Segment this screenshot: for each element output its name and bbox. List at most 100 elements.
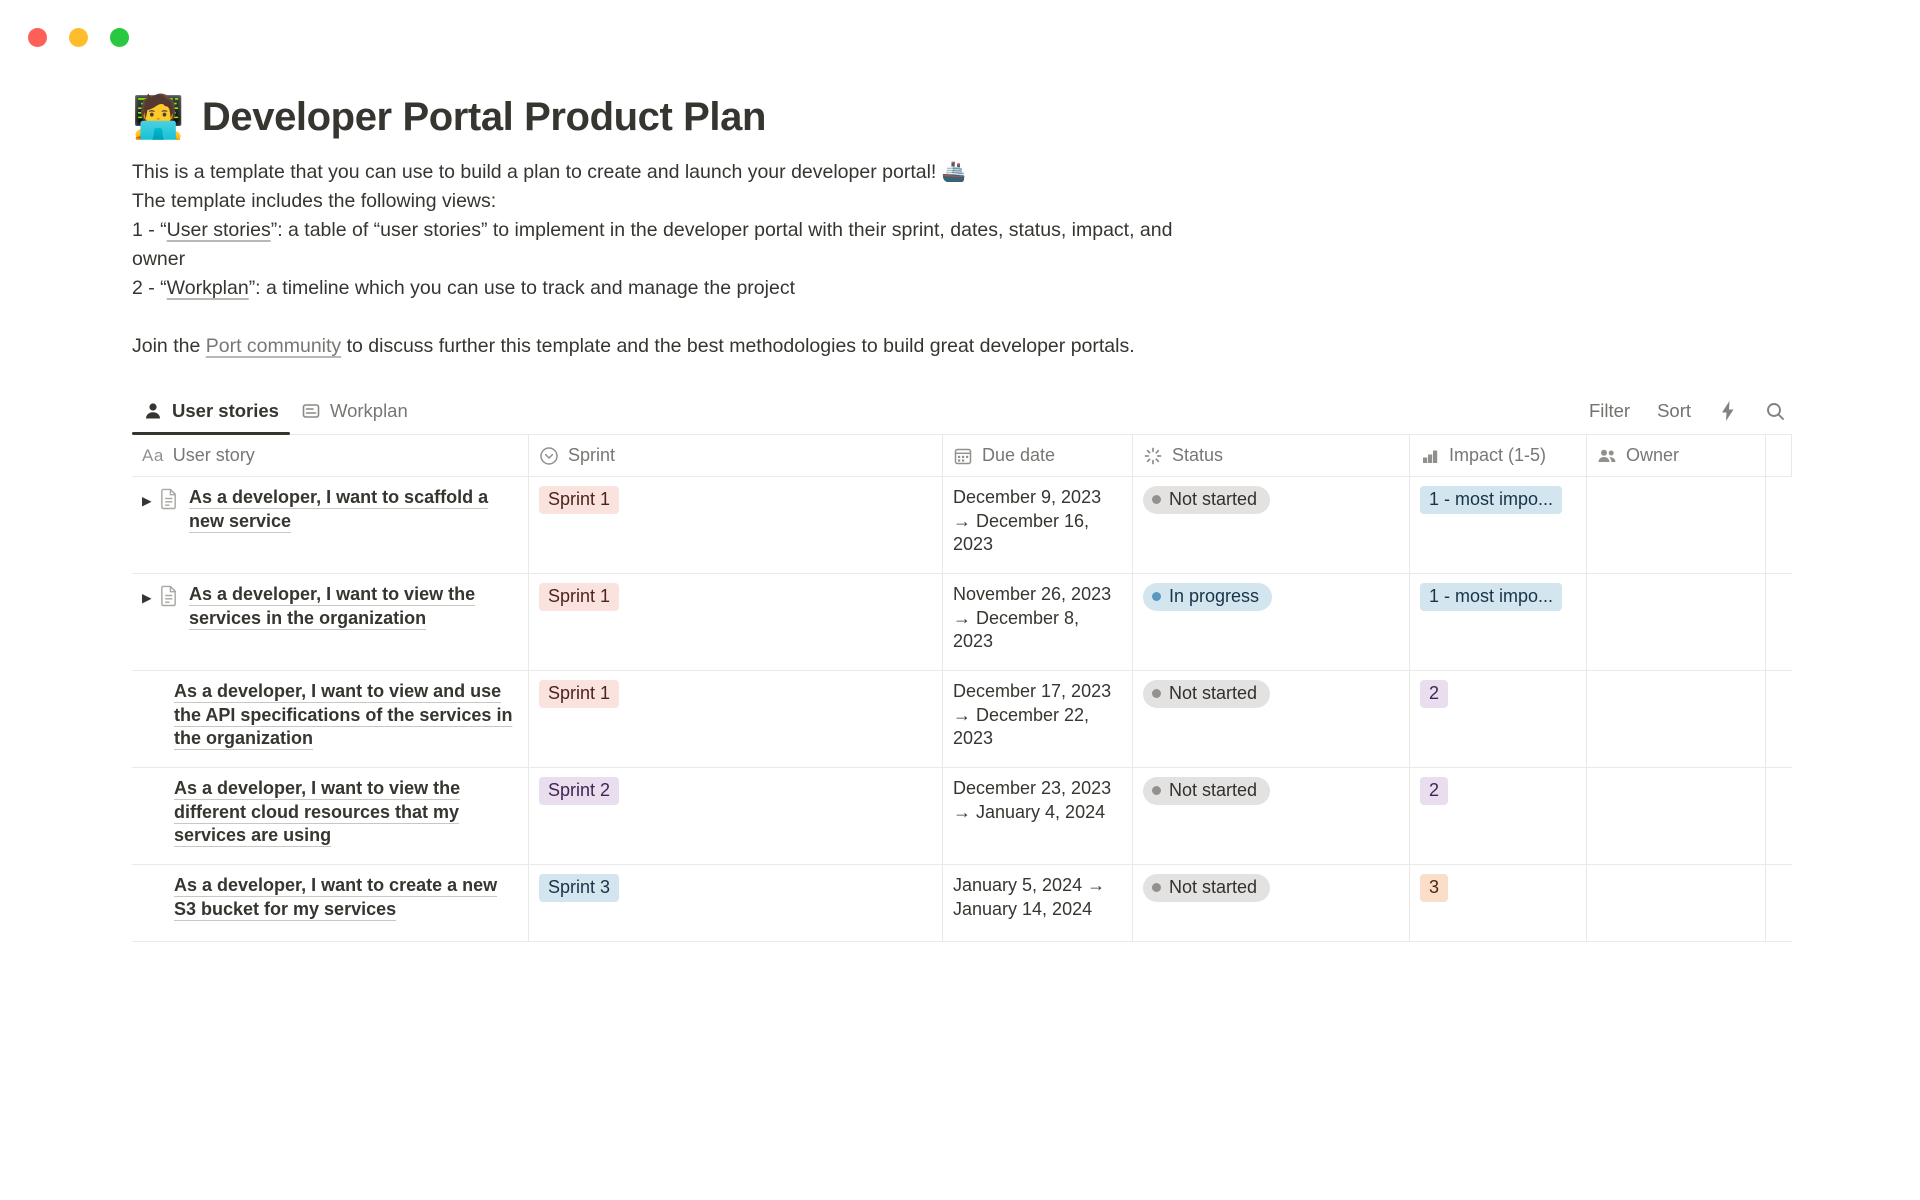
filter-button[interactable]: Filter	[1588, 400, 1631, 421]
page-description: This is a template that you can use to b…	[132, 158, 1178, 361]
table-row[interactable]: ▶ As a developer, I want to view the ser…	[132, 574, 1792, 671]
status-badge[interactable]: Not started	[1143, 777, 1271, 805]
owner-cell[interactable]	[1587, 671, 1766, 767]
table-row[interactable]: As a developer, I want to create a new S…	[132, 865, 1792, 942]
lightning-icon[interactable]	[1718, 400, 1738, 422]
table-row[interactable]: ▶ As a developer, I want to scaffold a n…	[132, 477, 1792, 574]
add-column-stub[interactable]	[1766, 435, 1792, 476]
minimize-button[interactable]	[69, 28, 88, 47]
status-badge[interactable]: Not started	[1143, 680, 1271, 708]
expand-toggle-icon[interactable]: ▶	[142, 591, 152, 605]
calendar-icon	[953, 446, 973, 466]
page-content: 🧑‍💻 Developer Portal Product Plan This i…	[132, 92, 1792, 942]
user-story-link[interactable]: As a developer, I want to view and use t…	[174, 681, 513, 748]
status-label: In progress	[1169, 586, 1260, 606]
sprint-cell[interactable]: Sprint 1	[529, 574, 943, 670]
owner-cell[interactable]	[1587, 574, 1766, 670]
impact-cell[interactable]: 1 - most impo...	[1410, 574, 1587, 670]
user-stories-link[interactable]: User stories	[166, 219, 271, 241]
impact-tag[interactable]: 3	[1420, 874, 1449, 902]
sort-button[interactable]: Sort	[1657, 400, 1691, 421]
owner-cell[interactable]	[1587, 865, 1766, 941]
sprint-cell[interactable]: Sprint 1	[529, 477, 943, 573]
status-cell[interactable]: Not started	[1133, 671, 1410, 767]
sprint-cell[interactable]: Sprint 1	[529, 671, 943, 767]
impact-cell[interactable]: 1 - most impo...	[1410, 477, 1587, 573]
column-label: Impact (1-5)	[1449, 445, 1547, 465]
sprint-tag[interactable]: Sprint 1	[539, 486, 620, 514]
user-story-link[interactable]: As a developer, I want to create a new S…	[174, 875, 498, 919]
user-story-link[interactable]: As a developer, I want to scaffold a new…	[189, 487, 489, 531]
status-label: Not started	[1169, 489, 1258, 509]
user-story-link[interactable]: As a developer, I want to view the diffe…	[174, 778, 461, 845]
owner-cell[interactable]	[1587, 477, 1766, 573]
column-header-user-story[interactable]: Aa User story	[132, 435, 529, 476]
impact-cell[interactable]: 2	[1410, 671, 1587, 767]
user-story-link[interactable]: As a developer, I want to view the servi…	[189, 584, 476, 628]
search-icon[interactable]	[1765, 401, 1786, 422]
port-community-link[interactable]: Port community	[205, 335, 342, 357]
due-date-cell[interactable]: December 17, 2023 → December 22, 2023	[943, 671, 1133, 767]
sprint-tag[interactable]: Sprint 2	[539, 777, 620, 805]
impact-cell[interactable]: 3	[1410, 865, 1587, 941]
status-cell[interactable]: Not started	[1133, 477, 1410, 573]
table-row[interactable]: As a developer, I want to view and use t…	[132, 671, 1792, 768]
due-date-cell[interactable]: December 9, 2023 → December 16, 2023	[943, 477, 1133, 573]
intro-item-1: 1 - “User stories”: a table of “user sto…	[132, 219, 1173, 270]
sprint-tag[interactable]: Sprint 1	[539, 583, 620, 611]
impact-tag[interactable]: 1 - most impo...	[1420, 486, 1563, 514]
expand-toggle-icon[interactable]: ▶	[142, 494, 152, 508]
impact-tag[interactable]: 2	[1420, 680, 1449, 708]
column-header-owner[interactable]: Owner	[1587, 435, 1766, 476]
view-bar: User stories Workplan Filter Sort	[132, 388, 1792, 435]
maximize-button[interactable]	[110, 28, 129, 47]
intro-line-1: This is a template that you can use to b…	[132, 161, 967, 183]
status-cell[interactable]: Not started	[1133, 865, 1410, 941]
user-story-cell[interactable]: ▶ As a developer, I want to scaffold a n…	[132, 477, 529, 573]
column-header-impact[interactable]: Impact (1-5)	[1410, 435, 1587, 476]
people-icon	[1597, 446, 1617, 466]
due-date-cell[interactable]: November 26, 2023 → December 8, 2023	[943, 574, 1133, 670]
status-badge[interactable]: Not started	[1143, 874, 1271, 902]
page-title: 🧑‍💻 Developer Portal Product Plan	[132, 92, 1792, 142]
window-controls	[28, 28, 129, 47]
column-label: Status	[1172, 445, 1224, 465]
status-badge[interactable]: In progress	[1143, 583, 1273, 611]
tab-workplan[interactable]: Workplan	[290, 388, 419, 434]
user-story-cell[interactable]: As a developer, I want to create a new S…	[132, 865, 529, 941]
owner-cell[interactable]	[1587, 768, 1766, 864]
user-story-cell[interactable]: As a developer, I want to view the diffe…	[132, 768, 529, 864]
sprint-cell[interactable]: Sprint 2	[529, 768, 943, 864]
status-cell[interactable]: In progress	[1133, 574, 1410, 670]
select-icon	[539, 446, 559, 466]
sprint-cell[interactable]: Sprint 3	[529, 865, 943, 941]
intro-join-line: Join the Port community to discuss furth…	[132, 335, 1135, 357]
table-row[interactable]: As a developer, I want to view the diffe…	[132, 768, 1792, 865]
due-date-cell[interactable]: January 5, 2024 → January 14, 2024	[943, 865, 1133, 941]
view-tabs: User stories Workplan	[132, 388, 419, 435]
workplan-link[interactable]: Workplan	[166, 277, 249, 299]
column-header-status[interactable]: Status	[1133, 435, 1410, 476]
row-stub	[1766, 477, 1792, 573]
impact-tag[interactable]: 2	[1420, 777, 1449, 805]
user-story-cell[interactable]: ▶ As a developer, I want to view the ser…	[132, 574, 529, 670]
page-icon	[159, 583, 181, 614]
row-stub	[1766, 671, 1792, 767]
user-story-cell[interactable]: As a developer, I want to view and use t…	[132, 671, 529, 767]
column-label: Due date	[982, 445, 1056, 465]
sprint-tag[interactable]: Sprint 1	[539, 680, 620, 708]
status-cell[interactable]: Not started	[1133, 768, 1410, 864]
tab-user-stories[interactable]: User stories	[132, 388, 290, 435]
column-header-due-date[interactable]: Due date	[943, 435, 1133, 476]
page-emoji-icon: 🧑‍💻	[132, 93, 184, 140]
impact-cell[interactable]: 2	[1410, 768, 1587, 864]
status-dot-icon	[1152, 495, 1161, 505]
close-button[interactable]	[28, 28, 47, 47]
status-badge[interactable]: Not started	[1143, 486, 1271, 514]
page-title-text: Developer Portal Product Plan	[201, 95, 767, 139]
sprint-tag[interactable]: Sprint 3	[539, 874, 620, 902]
status-dot-icon	[1152, 592, 1161, 602]
due-date-cell[interactable]: December 23, 2023 → January 4, 2024	[943, 768, 1133, 864]
column-header-sprint[interactable]: Sprint	[529, 435, 943, 476]
impact-tag[interactable]: 1 - most impo...	[1420, 583, 1563, 611]
